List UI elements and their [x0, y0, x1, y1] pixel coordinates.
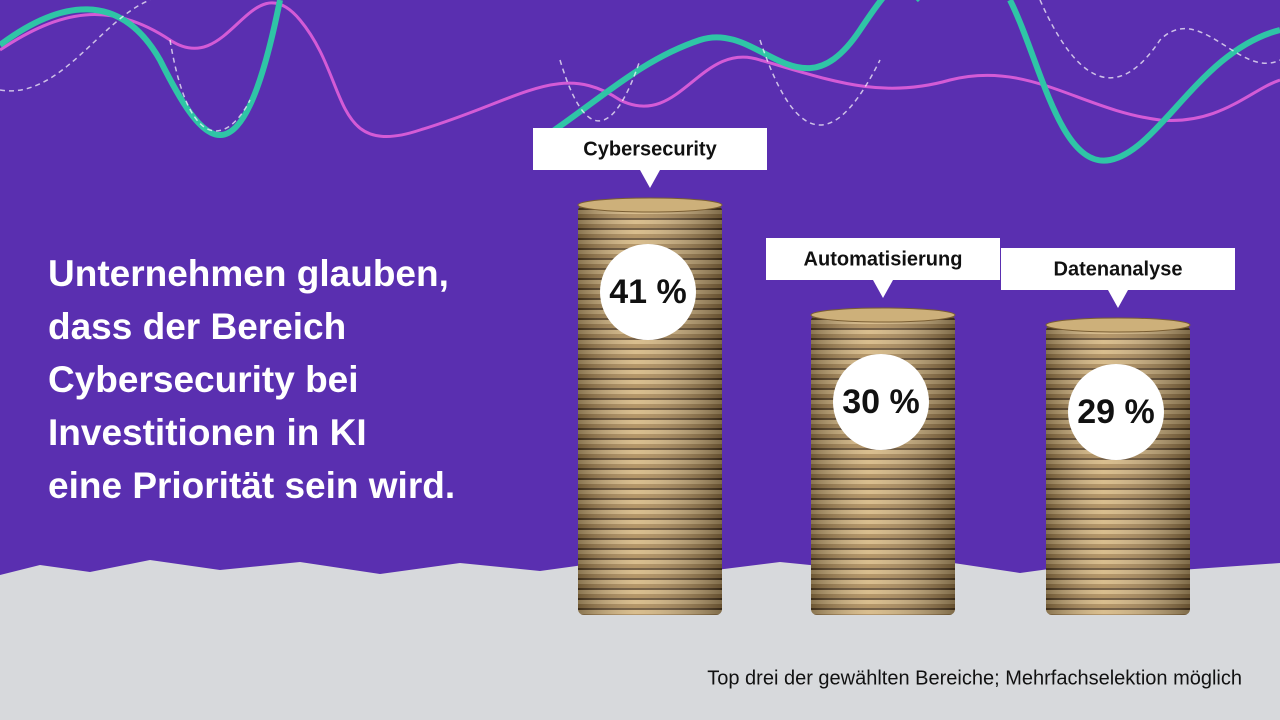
coin-top — [577, 197, 723, 213]
footnote: Top drei der gewählten Bereiche; Mehrfac… — [707, 667, 1242, 689]
value-badge — [833, 354, 929, 450]
value-label: 30 % — [842, 383, 920, 421]
label-box — [766, 238, 1000, 298]
headline-line: Cybersecurity bei — [48, 359, 359, 400]
value-badge — [1068, 364, 1164, 460]
label-box — [533, 128, 767, 188]
value-label: 41 % — [609, 273, 687, 311]
value-badge — [600, 244, 696, 340]
headline-line: eine Priorität sein wird. — [48, 465, 455, 506]
value-label: 29 % — [1077, 393, 1155, 431]
wave — [0, 0, 1280, 132]
headline-line: Investitionen in KI — [48, 412, 367, 453]
coin-top — [1045, 317, 1191, 333]
category-label: Cybersecurity — [583, 138, 717, 160]
headline-line: Unternehmen glauben, — [48, 253, 449, 294]
headline: Unternehmen glauben, dass der Bereich Cybe… — [48, 253, 455, 506]
category-label: Automatisierung — [804, 248, 963, 270]
category-label: Datenanalyse — [1054, 258, 1183, 280]
label-box — [1001, 248, 1235, 308]
headline-line: dass der Bereich — [48, 306, 346, 347]
paper — [0, 560, 1280, 720]
wave — [0, 0, 1280, 164]
coin-top — [810, 307, 956, 323]
